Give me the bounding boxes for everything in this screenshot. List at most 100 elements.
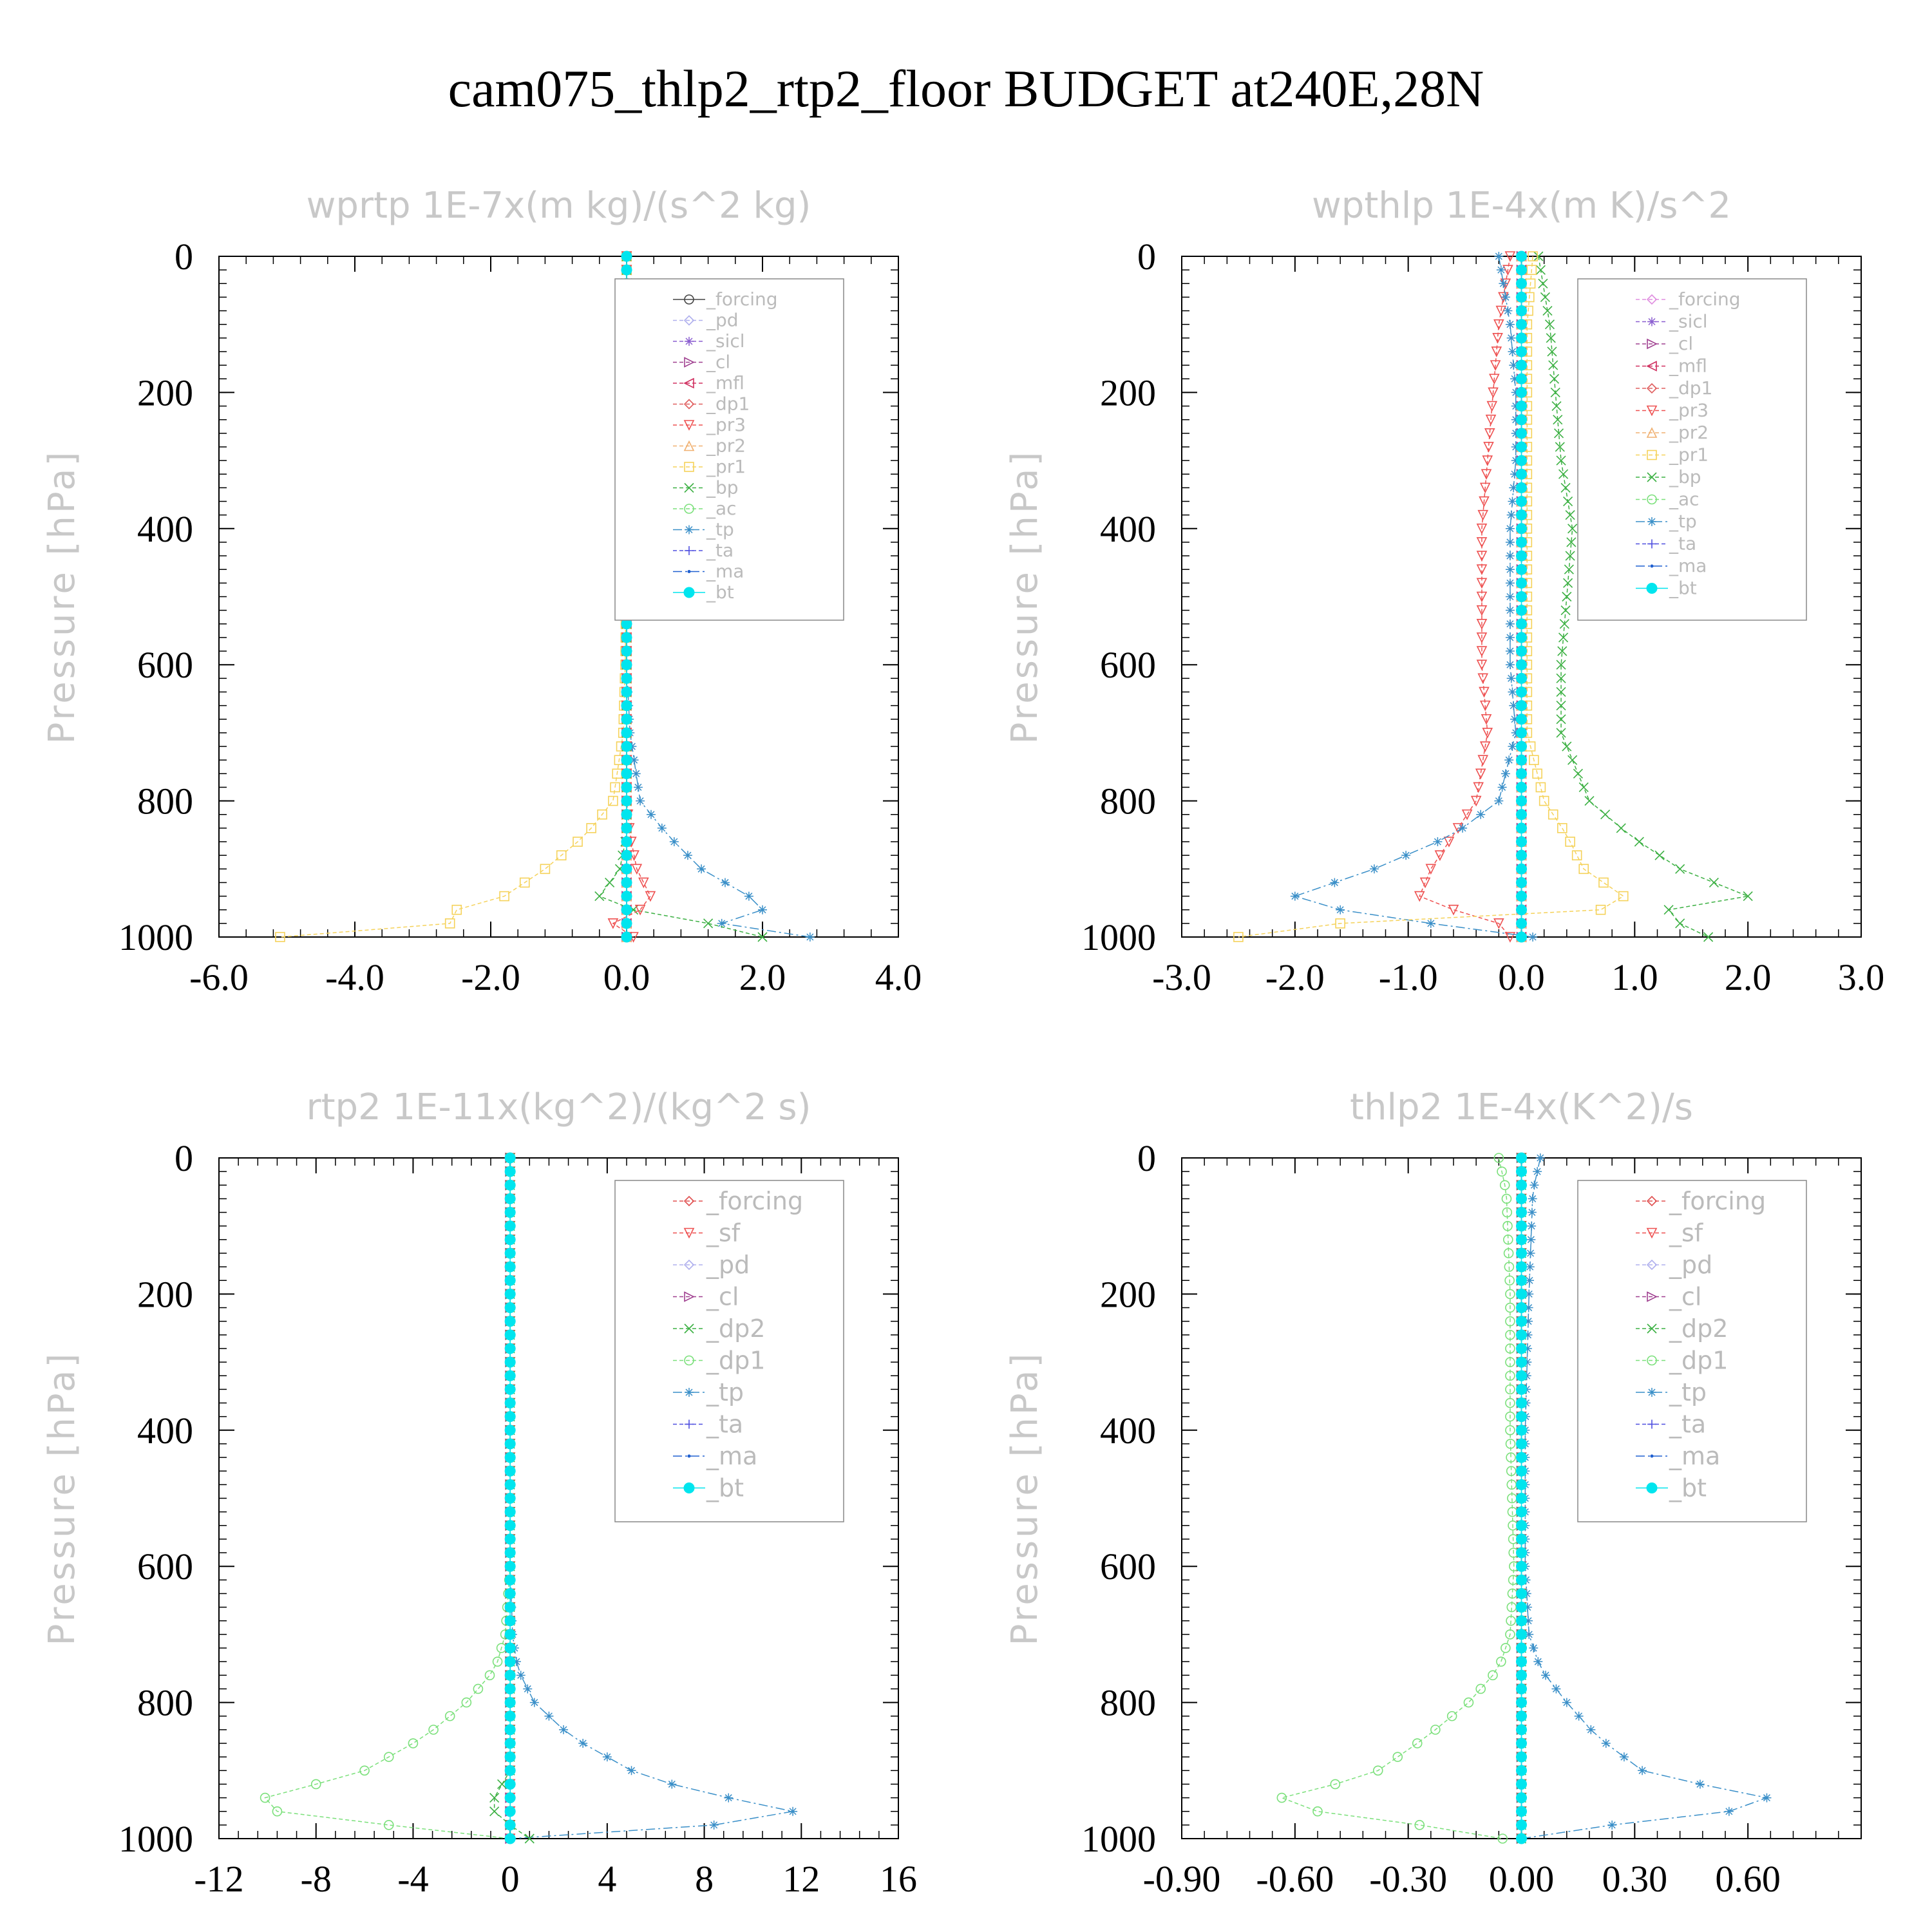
series-point_dp1	[1497, 1166, 1507, 1177]
series-point_dp1	[310, 1779, 321, 1790]
series-point_tp	[724, 1793, 734, 1803]
series-point_bp	[1556, 687, 1566, 697]
series-point_pr1	[573, 837, 583, 847]
series-point_pr1	[1532, 768, 1542, 779]
series-point_pr3	[1414, 891, 1425, 902]
y-tick-label: 800	[1100, 781, 1156, 822]
series-point_pr3	[1479, 741, 1491, 752]
series-point_pr1	[608, 795, 618, 806]
series-point_bp	[1559, 619, 1569, 629]
series-point_tp	[629, 755, 639, 765]
series-point_dp1	[1502, 1207, 1513, 1218]
legend-swatch-marker	[1646, 427, 1658, 438]
series-point_bp	[1556, 659, 1566, 670]
legend-entry: _cl	[706, 352, 730, 373]
series-point_tp	[1524, 1316, 1533, 1326]
series-point_dp1	[1505, 1629, 1515, 1640]
series-point_bt	[1516, 1452, 1527, 1463]
series-point_dp1	[1505, 1397, 1515, 1408]
legend-swatch-marker	[684, 1291, 695, 1302]
series-point_bt	[504, 1792, 516, 1804]
series-point_bt	[504, 1438, 516, 1450]
series-point_tp	[1509, 701, 1519, 710]
y-tick-label: 800	[137, 781, 193, 822]
series-point_bp	[1556, 701, 1566, 711]
legend-swatch-marker	[684, 482, 694, 493]
x-tick-label: -0.30	[1369, 1858, 1447, 1900]
y-tick-label: 800	[1100, 1682, 1156, 1724]
legend-swatch-marker	[683, 587, 695, 598]
legend-entry: _tp	[1669, 511, 1697, 532]
legend-entry: _bt	[706, 582, 734, 603]
series-point_dp1	[1505, 1370, 1515, 1381]
series-point_bp	[1566, 537, 1577, 547]
series-point_bp	[1550, 387, 1560, 397]
series-point_tp	[788, 1806, 798, 1816]
series-point_dp1	[359, 1765, 370, 1776]
series-point_bt	[1516, 836, 1527, 848]
legend-box	[1577, 1180, 1807, 1522]
series-point_bt	[1516, 1724, 1527, 1736]
series-point_tp	[1505, 605, 1515, 615]
series-point_tp	[1511, 456, 1520, 466]
series-point_bt	[504, 1574, 516, 1586]
series-point_tp	[1511, 428, 1520, 438]
series-point_dp2	[489, 1806, 500, 1817]
series-point_bt	[504, 1425, 516, 1436]
series-point_dp1	[1505, 1343, 1515, 1354]
series-point_pr1	[1535, 782, 1546, 793]
series-point_pr3	[1479, 700, 1491, 712]
legend-swatch-marker	[1646, 583, 1658, 594]
series-point_pr3	[1476, 551, 1488, 562]
series-point_pr1	[1529, 755, 1539, 765]
series-point_tp	[1510, 714, 1519, 724]
series-point_bp	[1547, 346, 1557, 357]
series-point_bt	[1516, 1383, 1527, 1395]
legend-swatch-marker	[1647, 1291, 1658, 1302]
series-point_tp	[1524, 1629, 1534, 1639]
series-point_pr3	[1489, 374, 1500, 385]
series-point_bt	[1516, 781, 1527, 793]
legend: _forcing _sf _pd _cl _dp2 _dp1 _tp _ta _ma _bt	[614, 1180, 844, 1522]
legend-swatch-marker	[684, 357, 695, 368]
series-point_bt	[621, 904, 632, 916]
y-tick-label: 400	[1100, 1410, 1156, 1452]
series-point_bt	[504, 1193, 516, 1204]
series-point_dp1	[1446, 1710, 1457, 1721]
series_pr1	[1233, 251, 1629, 942]
x-tick-label: -6.0	[189, 956, 249, 998]
y-tick-label: 800	[137, 1682, 193, 1724]
series-point_bt	[1516, 863, 1527, 875]
series-point_tp	[717, 918, 726, 928]
series-point_dp1	[1505, 1302, 1515, 1313]
series-point_tp	[697, 864, 706, 874]
series-point_pr1	[1578, 864, 1589, 875]
series-point_bt	[1516, 700, 1527, 712]
legend-entry: _ta	[1669, 533, 1696, 554]
legend-entry: _forcing	[706, 1187, 803, 1215]
x-tick-label: 0.0	[603, 956, 650, 998]
series-point_pr3	[1479, 482, 1491, 494]
series-point_tp	[1508, 346, 1517, 356]
panels: wprtp 1E-7x(m kg)/(s^2 kg) Pressure [hPa]…	[41, 185, 1884, 1900]
legend-swatch-marker	[1647, 1355, 1657, 1366]
series-point_bp	[1565, 551, 1575, 561]
series-point_dp1	[1475, 1683, 1486, 1694]
x-tick-label: 16	[880, 1858, 917, 1900]
series-point_tp	[758, 905, 767, 914]
legend-swatch-marker	[1646, 1259, 1658, 1271]
legend-swatch-marker	[1647, 517, 1656, 526]
series-point_tp	[1369, 864, 1379, 874]
legend-entry: _bp	[1669, 466, 1701, 488]
series-point_tp	[1638, 1766, 1647, 1776]
series-point_bt	[1516, 1765, 1527, 1776]
series-point_bp	[1556, 455, 1566, 466]
legend-box	[1577, 278, 1807, 621]
series-point_bp	[703, 918, 714, 929]
series-point_pr1	[1565, 837, 1575, 847]
series-point_bt	[504, 1274, 516, 1286]
series-point_tp	[1619, 1752, 1629, 1762]
series-point_bp	[605, 877, 615, 888]
series-point_bt	[504, 1683, 516, 1694]
legend-swatch-marker	[685, 546, 694, 555]
